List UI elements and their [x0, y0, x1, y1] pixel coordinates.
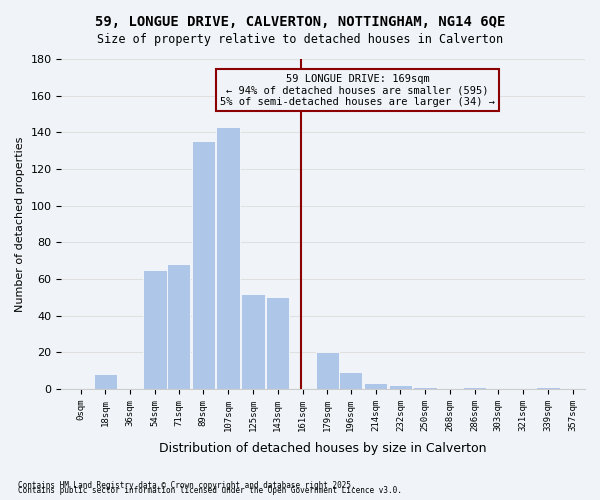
Bar: [536, 387, 560, 389]
Bar: [316, 352, 339, 389]
Bar: [94, 374, 117, 389]
Bar: [217, 127, 240, 389]
Bar: [167, 264, 190, 389]
Bar: [191, 142, 215, 389]
Text: Contains public sector information licensed under the Open Government Licence v3: Contains public sector information licen…: [18, 486, 402, 495]
Text: Size of property relative to detached houses in Calverton: Size of property relative to detached ho…: [97, 32, 503, 46]
Bar: [143, 270, 167, 389]
Bar: [463, 387, 487, 389]
Bar: [241, 294, 265, 389]
X-axis label: Distribution of detached houses by size in Calverton: Distribution of detached houses by size …: [160, 442, 487, 455]
Y-axis label: Number of detached properties: Number of detached properties: [15, 136, 25, 312]
Bar: [339, 372, 362, 389]
Text: 59 LONGUE DRIVE: 169sqm
← 94% of detached houses are smaller (595)
5% of semi-de: 59 LONGUE DRIVE: 169sqm ← 94% of detache…: [220, 74, 495, 107]
Text: Contains HM Land Registry data © Crown copyright and database right 2025.: Contains HM Land Registry data © Crown c…: [18, 481, 356, 490]
Bar: [413, 387, 437, 389]
Bar: [266, 298, 289, 389]
Bar: [364, 384, 387, 389]
Bar: [389, 386, 412, 389]
Text: 59, LONGUE DRIVE, CALVERTON, NOTTINGHAM, NG14 6QE: 59, LONGUE DRIVE, CALVERTON, NOTTINGHAM,…: [95, 15, 505, 29]
